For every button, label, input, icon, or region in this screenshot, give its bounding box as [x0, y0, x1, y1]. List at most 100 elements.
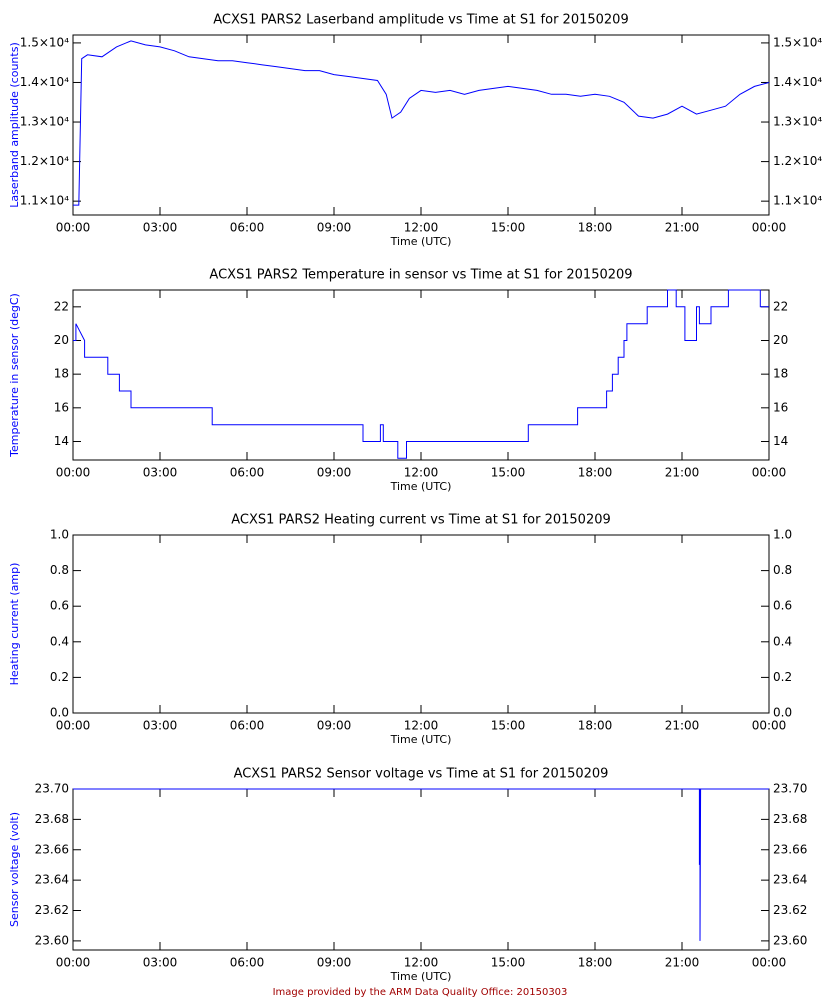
- x-tick-label: 18:00: [578, 221, 613, 235]
- x-tick-label: 00:00: [752, 956, 787, 970]
- y-tick-label-right: 18: [773, 367, 788, 381]
- y-tick-label: 0.2: [50, 670, 69, 684]
- x-tick-label: 03:00: [143, 956, 178, 970]
- y-tick-label-right: 20: [773, 333, 788, 347]
- plot-frame: [72, 34, 770, 216]
- x-tick-label: 03:00: [143, 719, 178, 733]
- x-tick-label: 00:00: [56, 719, 91, 733]
- x-tick-label: 15:00: [491, 466, 526, 480]
- y-tick-label: 0.4: [50, 634, 69, 648]
- plot-frame: [72, 534, 770, 714]
- chart-title: ACXS1 PARS2 Sensor voltage vs Time at S1…: [234, 767, 609, 782]
- y-tick-label: 23.70: [35, 782, 69, 796]
- x-tick-label: 03:00: [143, 221, 178, 235]
- y-axis-label: Sensor voltage (volt): [8, 812, 21, 927]
- y-tick-label: 23.68: [35, 812, 69, 826]
- x-tick-label: 06:00: [230, 956, 265, 970]
- chart-title: ACXS1 PARS2 Heating current vs Time at S…: [231, 513, 611, 528]
- y-tick-label-right: 1.1×10⁴: [773, 194, 822, 208]
- y-axis-label: Laserband amplitude (counts): [8, 42, 21, 208]
- y-tick-label-right: 0.4: [773, 634, 792, 648]
- x-tick-label: 00:00: [56, 221, 91, 235]
- y-tick-label: 18: [54, 367, 69, 381]
- y-tick-label-right: 0.0: [773, 706, 792, 720]
- x-tick-label: 00:00: [752, 466, 787, 480]
- x-tick-label: 09:00: [317, 466, 352, 480]
- y-tick-label: 1.1×10⁴: [20, 194, 69, 208]
- y-tick-label: 22: [54, 299, 69, 313]
- y-tick-label-right: 1.4×10⁴: [773, 75, 822, 89]
- x-tick-label: 06:00: [230, 719, 265, 733]
- x-tick-label: 15:00: [491, 719, 526, 733]
- y-axis-label: Heating current (amp): [8, 563, 21, 686]
- y-tick-label-right: 0.6: [773, 599, 792, 613]
- y-tick-label-right: 23.68: [773, 812, 807, 826]
- footer: Image provided by the ARM Data Quality O…: [273, 987, 568, 998]
- data-line: [73, 788, 769, 941]
- x-tick-label: 00:00: [752, 719, 787, 733]
- x-tick-label: 21:00: [665, 466, 700, 480]
- x-tick-label: 12:00: [404, 956, 439, 970]
- x-tick-label: 15:00: [491, 956, 526, 970]
- chart-title: ACXS1 PARS2 Laserband amplitude vs Time …: [213, 13, 628, 28]
- y-axis-label: Temperature in sensor (degC): [8, 293, 21, 458]
- y-tick-label-right: 23.60: [773, 933, 807, 947]
- x-tick-label: 18:00: [578, 466, 613, 480]
- x-tick-label: 12:00: [404, 466, 439, 480]
- y-tick-label-right: 23.66: [773, 842, 807, 856]
- y-tick-label: 1.5×10⁴: [20, 35, 69, 49]
- y-tick-label: 20: [54, 333, 69, 347]
- x-tick-label: 06:00: [230, 221, 265, 235]
- y-tick-label-right: 1.3×10⁴: [773, 115, 822, 129]
- y-tick-label-right: 1.0: [773, 528, 792, 542]
- data-line: [73, 40, 770, 206]
- y-tick-label: 0.0: [50, 706, 69, 720]
- y-tick-label-right: 1.2×10⁴: [773, 154, 822, 168]
- x-tick-label: 06:00: [230, 466, 265, 480]
- y-tick-label-right: 23.64: [773, 873, 807, 887]
- chart-title: ACXS1 PARS2 Temperature in sensor vs Tim…: [209, 268, 632, 283]
- y-tick-label: 16: [54, 400, 69, 414]
- x-axis-label: Time (UTC): [390, 970, 452, 983]
- y-tick-label-right: 0.8: [773, 563, 792, 577]
- x-tick-label: 00:00: [56, 466, 91, 480]
- x-axis-label: Time (UTC): [390, 733, 452, 746]
- y-tick-label: 1.3×10⁴: [20, 115, 69, 129]
- plot-frame: [72, 289, 770, 461]
- y-tick-label-right: 23.70: [773, 782, 807, 796]
- x-axis-label: Time (UTC): [390, 235, 452, 248]
- x-tick-label: 21:00: [665, 956, 700, 970]
- y-tick-label: 1.2×10⁴: [20, 154, 69, 168]
- x-tick-label: 21:00: [665, 719, 700, 733]
- y-tick-label: 23.60: [35, 933, 69, 947]
- y-tick-label: 23.62: [35, 903, 69, 917]
- y-tick-label: 0.6: [50, 599, 69, 613]
- x-tick-label: 03:00: [143, 466, 178, 480]
- y-tick-label-right: 0.2: [773, 670, 792, 684]
- y-tick-label-right: 22: [773, 299, 788, 313]
- y-tick-label: 23.66: [35, 842, 69, 856]
- x-tick-label: 21:00: [665, 221, 700, 235]
- x-tick-label: 09:00: [317, 719, 352, 733]
- y-tick-label-right: 1.5×10⁴: [773, 35, 822, 49]
- y-tick-label: 1.0: [50, 528, 69, 542]
- x-tick-label: 09:00: [317, 956, 352, 970]
- y-tick-label: 23.64: [35, 873, 69, 887]
- x-tick-label: 00:00: [56, 956, 91, 970]
- plot-frame: [72, 788, 770, 951]
- y-tick-label: 1.4×10⁴: [20, 75, 69, 89]
- y-tick-label-right: 23.62: [773, 903, 807, 917]
- x-tick-label: 18:00: [578, 956, 613, 970]
- x-tick-label: 18:00: [578, 719, 613, 733]
- x-tick-label: 09:00: [317, 221, 352, 235]
- y-tick-label-right: 14: [773, 434, 788, 448]
- x-tick-label: 12:00: [404, 719, 439, 733]
- x-tick-label: 15:00: [491, 221, 526, 235]
- x-axis-label: Time (UTC): [390, 480, 452, 493]
- y-tick-label-right: 16: [773, 400, 788, 414]
- x-tick-label: 00:00: [752, 221, 787, 235]
- data-line: [73, 289, 769, 459]
- y-tick-label: 14: [54, 434, 69, 448]
- x-tick-label: 12:00: [404, 221, 439, 235]
